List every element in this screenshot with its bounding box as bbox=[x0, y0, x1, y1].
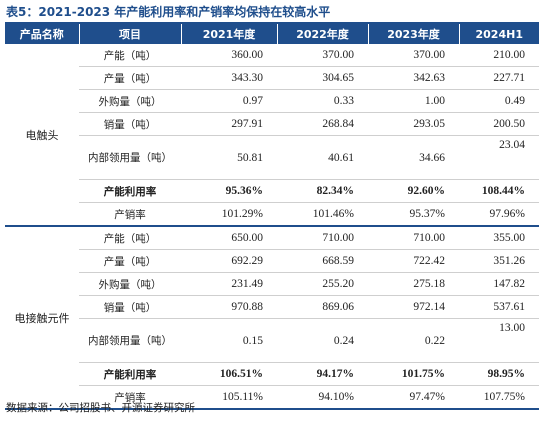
cell-2021: 50.81 bbox=[181, 135, 277, 180]
row-item: 外购量（吨） bbox=[79, 272, 181, 296]
header-item: 项目 bbox=[79, 24, 182, 44]
row-item: 销量（吨） bbox=[79, 112, 181, 136]
cell-2023: 275.18 bbox=[368, 272, 459, 296]
cell-2024h1: 351.26 bbox=[459, 249, 539, 273]
cell-2021: 297.91 bbox=[181, 112, 277, 136]
table-row: 内部领用量（吨） 50.81 40.61 34.66 23.04 bbox=[5, 135, 539, 180]
table-row: 产能利用率 95.36% 82.34% 92.60% 108.44% bbox=[5, 179, 539, 203]
table-title: 表5：2021-2023 年产能利用率和产销率均保持在较高水平 bbox=[6, 5, 331, 19]
cell-2022: 82.34% bbox=[277, 179, 368, 203]
cell-2024h1: 98.95% bbox=[459, 362, 539, 386]
cell-2024h1: 0.49 bbox=[459, 89, 539, 113]
cell-2024h1: 210.00 bbox=[459, 44, 539, 67]
cell-2021: 105.11% bbox=[181, 385, 277, 410]
row-item: 产能（吨） bbox=[79, 44, 181, 67]
row-item: 产能（吨） bbox=[79, 226, 181, 250]
cell-2024h1: 107.75% bbox=[459, 385, 539, 410]
cell-2024h1: 13.00 bbox=[459, 318, 539, 363]
cell-2021: 0.15 bbox=[181, 318, 277, 363]
cell-2021: 106.51% bbox=[181, 362, 277, 386]
row-item: 产能利用率 bbox=[79, 362, 181, 386]
cell-2024h1: 537.61 bbox=[459, 295, 539, 319]
cell-2023: 92.60% bbox=[368, 179, 459, 203]
table-row: 产量（吨） 343.30 304.65 342.63 227.71 bbox=[5, 66, 539, 90]
cell-2022: 0.24 bbox=[277, 318, 368, 363]
cell-2021: 343.30 bbox=[181, 66, 277, 90]
cell-2024h1: 97.96% bbox=[459, 202, 539, 227]
table-row: 外购量（吨） 0.97 0.33 1.00 0.49 bbox=[5, 89, 539, 113]
cell-2021: 231.49 bbox=[181, 272, 277, 296]
cell-2023: 370.00 bbox=[368, 44, 459, 67]
cell-2022: 101.46% bbox=[277, 202, 368, 227]
row-item: 产销率 bbox=[79, 202, 181, 227]
row-item: 内部领用量（吨） bbox=[79, 135, 181, 180]
cell-2022: 94.10% bbox=[277, 385, 368, 410]
cell-2023: 0.22 bbox=[368, 318, 459, 363]
cell-2022: 268.84 bbox=[277, 112, 368, 136]
cell-2022: 668.59 bbox=[277, 249, 368, 273]
table-row: 产量（吨） 692.29 668.59 722.42 351.26 bbox=[5, 249, 539, 273]
cell-2024h1: 200.50 bbox=[459, 112, 539, 136]
header-2023: 2023年度 bbox=[368, 24, 460, 44]
title-rule bbox=[5, 22, 539, 24]
row-item: 外购量（吨） bbox=[79, 89, 181, 113]
header-2021: 2021年度 bbox=[181, 24, 278, 44]
header-2024h1: 2024H1 bbox=[459, 24, 539, 44]
cell-2023: 97.47% bbox=[368, 385, 459, 410]
header-row: 产品名称 项目 2021年度 2022年度 2023年度 2024H1 bbox=[5, 24, 539, 44]
header-2022: 2022年度 bbox=[277, 24, 369, 44]
cell-2023: 710.00 bbox=[368, 226, 459, 250]
cell-2024h1: 23.04 bbox=[459, 135, 539, 180]
cell-2022: 370.00 bbox=[277, 44, 368, 67]
cell-2021: 650.00 bbox=[181, 226, 277, 250]
cell-2022: 94.17% bbox=[277, 362, 368, 386]
cell-2024h1: 147.82 bbox=[459, 272, 539, 296]
table-row: 产销率 101.29% 101.46% 95.37% 97.96% bbox=[5, 202, 539, 227]
cell-2023: 101.75% bbox=[368, 362, 459, 386]
table-row: 产销率 105.11% 94.10% 97.47% 107.75% bbox=[5, 385, 539, 410]
cell-2024h1: 355.00 bbox=[459, 226, 539, 250]
data-source-note: 数据来源：公司招股书、开源证券研究所 bbox=[6, 402, 195, 414]
table-row: 电触头 产能（吨） 360.00 370.00 370.00 210.00 bbox=[5, 44, 539, 227]
product-name-contact: 电触头 bbox=[5, 44, 79, 227]
cell-2022: 0.33 bbox=[277, 89, 368, 113]
cell-2021: 0.97 bbox=[181, 89, 277, 113]
cell-2021: 101.29% bbox=[181, 202, 277, 227]
row-item: 产能利用率 bbox=[79, 179, 181, 203]
cell-2023: 722.42 bbox=[368, 249, 459, 273]
table-row: 外购量（吨） 231.49 255.20 275.18 147.82 bbox=[5, 272, 539, 296]
table-row: 产能利用率 106.51% 94.17% 101.75% 98.95% bbox=[5, 362, 539, 386]
cell-2023: 1.00 bbox=[368, 89, 459, 113]
cell-2022: 304.65 bbox=[277, 66, 368, 90]
cell-2023: 34.66 bbox=[368, 135, 459, 180]
cell-2021: 970.88 bbox=[181, 295, 277, 319]
row-item: 销量（吨） bbox=[79, 295, 181, 319]
cell-2022: 255.20 bbox=[277, 272, 368, 296]
cell-2022: 710.00 bbox=[277, 226, 368, 250]
product-name-element: 电接触元件 bbox=[5, 226, 79, 410]
cell-2024h1: 108.44% bbox=[459, 179, 539, 203]
cell-2021: 360.00 bbox=[181, 44, 277, 67]
cell-2023: 95.37% bbox=[368, 202, 459, 227]
row-item: 产量（吨） bbox=[79, 66, 181, 90]
cell-2021: 95.36% bbox=[181, 179, 277, 203]
table-row: 内部领用量（吨） 0.15 0.24 0.22 13.00 bbox=[5, 318, 539, 363]
cell-2024h1: 227.71 bbox=[459, 66, 539, 90]
cell-2023: 293.05 bbox=[368, 112, 459, 136]
table-row: 电接触元件 产能（吨） 650.00 710.00 710.00 355.00 bbox=[5, 226, 539, 410]
cell-2022: 869.06 bbox=[277, 295, 368, 319]
table-row: 销量（吨） 297.91 268.84 293.05 200.50 bbox=[5, 112, 539, 136]
cell-2023: 342.63 bbox=[368, 66, 459, 90]
header-product: 产品名称 bbox=[5, 24, 80, 44]
row-item: 产量（吨） bbox=[79, 249, 181, 273]
capacity-table: 产品名称 项目 2021年度 2022年度 2023年度 2024H1 电触头 … bbox=[5, 24, 539, 410]
cell-2021: 692.29 bbox=[181, 249, 277, 273]
row-item: 内部领用量（吨） bbox=[79, 318, 181, 363]
cell-2023: 972.14 bbox=[368, 295, 459, 319]
row-item: 产销率 bbox=[79, 385, 181, 410]
cell-2022: 40.61 bbox=[277, 135, 368, 180]
table-row: 销量（吨） 970.88 869.06 972.14 537.61 bbox=[5, 295, 539, 319]
